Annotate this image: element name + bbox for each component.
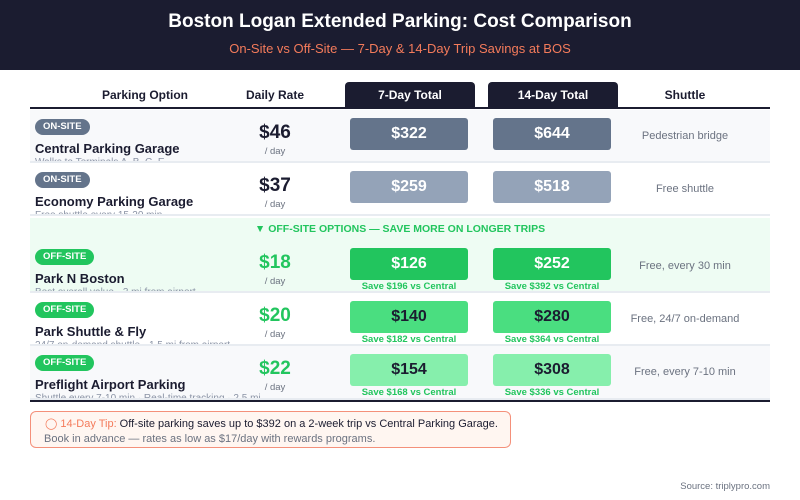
total-7day: $154 [350,354,468,386]
type-badge: OFF-SITE [35,249,95,265]
savings-7day: Save $182 vs Central [361,334,457,345]
total-14day: $518 [493,171,611,203]
savings-14day: Save $364 vs Central [504,334,600,345]
header-divider [30,107,770,109]
parking-description: 24/7 on-demand shuttle · 1.5 mi from air… [35,340,231,346]
parking-description: Walks to Terminals A, B, C, E [35,157,165,163]
parking-description: Free shuttle every 15-20 min [35,210,163,216]
parking-description: Best overall value · 3 mi from airport [35,287,196,293]
col-header-rate: Daily Rate [245,88,305,102]
lightbulb-icon: ◯ [45,418,58,430]
total-7day: $259 [350,171,468,203]
rate-unit: / day [264,382,286,393]
shuttle-info: Free, 24/7 on-demand [630,313,740,325]
col-header-14day: 14-Day Total [488,82,618,108]
shuttle-info: Pedestrian bridge [641,130,729,142]
parking-name: Economy Parking Garage [35,194,194,209]
savings-7day: Save $196 vs Central [361,281,457,292]
page-subtitle: On-Site vs Off-Site — 7-Day & 14-Day Tri… [229,41,571,56]
tip-box: ◯ 14-Day Tip: Off-site parking saves up … [30,411,511,448]
table-row[interactable]: OFF-SITE Park Shuttle & Fly 24/7 on-dema… [30,293,770,346]
daily-rate: $22 [259,358,291,379]
total-7day: $140 [350,301,468,333]
table-row[interactable]: OFF-SITE Park N Boston Best overall valu… [30,240,770,293]
rate-unit: / day [264,199,286,210]
savings-14day: Save $336 vs Central [504,387,600,398]
table-row[interactable]: ON-SITE Economy Parking Garage Free shut… [30,163,770,216]
type-badge: OFF-SITE [35,302,95,318]
shuttle-info: Free, every 30 min [639,260,731,272]
parking-name: Preflight Airport Parking [35,377,186,392]
total-14day: $252 [493,248,611,280]
tip-text: Off-site parking saves up to $392 on a 2… [116,418,498,430]
parking-name: Park N Boston [35,271,125,286]
daily-rate: $37 [259,175,291,196]
tip-label: 14-Day Tip: [60,418,117,430]
header: Boston Logan Extended Parking: Cost Comp… [0,0,800,70]
type-badge: ON-SITE [35,172,90,188]
parking-description: Shuttle every 7-10 min · Real-time track… [35,393,261,400]
rate-unit: / day [264,276,286,287]
daily-rate: $18 [259,252,291,273]
rate-unit: / day [264,329,286,340]
total-14day: $280 [493,301,611,333]
savings-7day: Save $168 vs Central [361,387,457,398]
page-title: Boston Logan Extended Parking: Cost Comp… [168,11,632,32]
daily-rate: $20 [259,305,291,326]
rate-unit: / day [264,146,286,157]
total-7day: $322 [350,118,468,150]
table-row[interactable]: ON-SITE Central Parking Garage Walks to … [30,110,770,163]
total-14day: $308 [493,354,611,386]
shuttle-info: Free, every 7-10 min [634,366,736,378]
shuttle-info: Free shuttle [655,183,715,195]
source: Source: triplypro.com [680,481,770,492]
total-7day: $126 [350,248,468,280]
offsite-banner: ▼ OFF-SITE OPTIONS — SAVE MORE ON LONGER… [30,218,770,240]
table-row[interactable]: OFF-SITE Preflight Airport Parking Shutt… [30,346,770,400]
col-header-option: Parking Option [101,88,188,102]
tip-line2: Book in advance — rates as low as $17/da… [44,433,376,445]
total-14day: $644 [493,118,611,150]
savings-14day: Save $392 vs Central [504,281,600,292]
col-header-shuttle: Shuttle [664,88,706,102]
parking-name: Central Parking Garage [35,141,180,156]
type-badge: OFF-SITE [35,355,95,371]
col-header-7day: 7-Day Total [345,82,475,108]
table-bottom-divider [30,400,770,402]
parking-name: Park Shuttle & Fly [35,324,147,339]
type-badge: ON-SITE [35,119,90,135]
daily-rate: $46 [259,122,291,143]
